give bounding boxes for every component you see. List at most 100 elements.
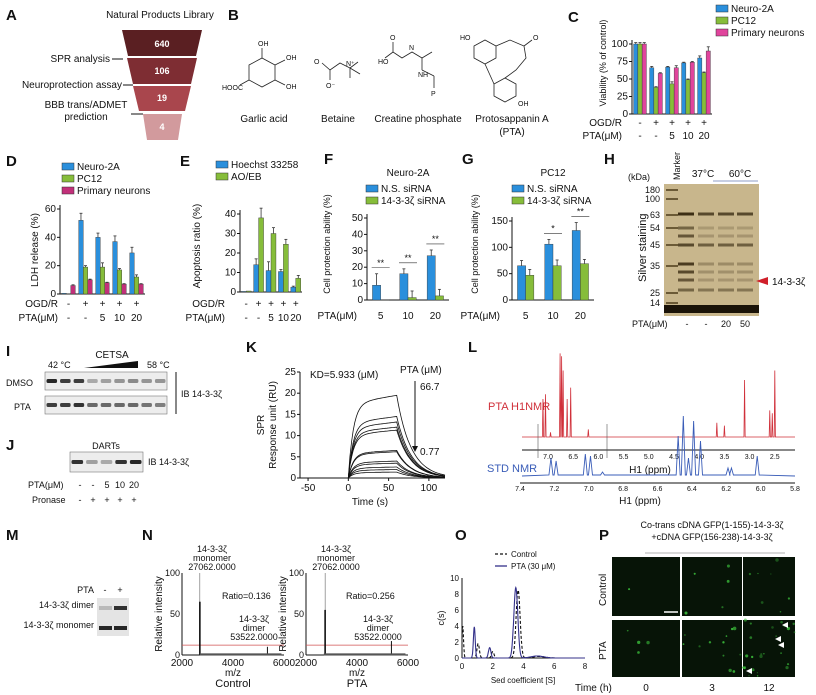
row-value: + xyxy=(685,118,691,129)
arrowhead-icon xyxy=(412,446,418,452)
row-value: - xyxy=(257,313,260,324)
y-tick-label: 4 xyxy=(455,622,460,631)
gel-band xyxy=(737,262,753,266)
bar xyxy=(104,282,110,295)
significance-mark: ** xyxy=(404,253,412,263)
pta-value: 20 xyxy=(129,480,139,490)
gfp-signal xyxy=(756,675,759,677)
bar xyxy=(407,297,417,301)
y-axis-label: Response unit (RU) xyxy=(268,381,279,469)
arrowhead-icon xyxy=(746,668,752,674)
panel-labels: A B C D E F G H I J K L M N O P xyxy=(6,7,615,544)
blot-band xyxy=(60,379,71,383)
row-value: - xyxy=(67,299,70,310)
y-axis-label: Cell protection ability (%) xyxy=(322,194,332,294)
gfp-signal xyxy=(786,663,790,666)
gfp-signal xyxy=(730,627,734,631)
kda-tick: 35 xyxy=(650,261,660,271)
y-tick-label: 0 xyxy=(622,109,628,120)
p-title-line1: Co-trans cDNA GFP(1-155)-14-3-3ζ xyxy=(640,520,783,530)
kda-tick: 63 xyxy=(650,210,660,220)
blot-band xyxy=(99,606,112,610)
legend-label: Control xyxy=(511,550,537,559)
row-label: PTA(μM) xyxy=(583,131,622,142)
monomer-annotation: 14-3-3ζ xyxy=(197,544,227,554)
dye-front-band xyxy=(664,305,759,313)
gfp-signal xyxy=(726,579,730,583)
gfp-signal xyxy=(728,668,732,673)
gfp-signal xyxy=(742,666,745,669)
atom-label: HO xyxy=(460,35,471,42)
kda-tick: 45 xyxy=(650,240,660,250)
gfp-signal xyxy=(708,641,712,644)
y-tick-label: 2 xyxy=(455,638,460,647)
row-value: 20 xyxy=(575,311,587,322)
gel-band xyxy=(678,278,694,282)
marker-band xyxy=(666,214,678,216)
x-tick-label: 0 xyxy=(460,662,465,671)
gfp-signal xyxy=(759,654,763,659)
row-value: + xyxy=(701,118,707,129)
gel-band xyxy=(737,270,753,274)
ratio-label: Ratio=0.256 xyxy=(346,591,395,601)
legend-label: N.S. siRNA xyxy=(527,184,578,195)
bar xyxy=(689,62,695,115)
bar xyxy=(633,43,639,115)
monomer-annotation: monomer xyxy=(193,553,231,563)
bar xyxy=(290,286,296,293)
y-tick-label: 5 xyxy=(290,452,296,463)
chart-title: PC12 xyxy=(540,168,565,179)
y-tick-label: 50 xyxy=(294,609,304,619)
bar xyxy=(399,273,409,301)
target-label: 14-3-3ζ xyxy=(772,277,806,288)
x-axis-label: Time (s) xyxy=(352,497,388,508)
x-tick-label: 2 xyxy=(491,662,496,671)
pta-spectrum xyxy=(522,353,795,438)
row-value: 20 xyxy=(131,313,143,324)
funnel-count-1: 640 xyxy=(154,39,169,49)
pta-value: - xyxy=(104,585,107,595)
bar xyxy=(61,293,67,295)
y-tick-label: 0 xyxy=(502,295,508,306)
pta-nmr-label: PTA H1NMR xyxy=(488,401,550,413)
panel-b-structures xyxy=(239,39,533,103)
monomer-annotation: 14-3-3ζ xyxy=(321,544,351,554)
funnel-count-2: 106 xyxy=(154,66,169,76)
bar xyxy=(649,67,655,115)
kda-tick: 54 xyxy=(650,223,660,233)
atom-label: P xyxy=(431,91,436,98)
significance-mark: ** xyxy=(432,234,440,244)
row-value: - xyxy=(245,299,248,310)
dimer-annotation: dimer xyxy=(367,623,390,633)
row-value: + xyxy=(653,118,659,129)
x-axis-label: Sed coefficient [S] xyxy=(491,676,555,685)
bar xyxy=(641,43,647,115)
atom-label: O xyxy=(390,35,396,42)
temp-60: 60°C xyxy=(729,169,751,180)
bar xyxy=(117,269,122,295)
x-tick-label: 50 xyxy=(383,483,395,494)
top-tick-label: 3.0 xyxy=(745,454,755,461)
gel-band xyxy=(718,270,734,274)
row-value: 5 xyxy=(523,311,529,322)
pta-value: 50 xyxy=(740,319,750,329)
panel-p-bifc-images: Co-trans cDNA GFP(1-155)-14-3-3ζ +cDNA G… xyxy=(575,520,796,694)
bar xyxy=(129,252,135,295)
blot-band xyxy=(127,379,139,383)
y-tick-label: 100 xyxy=(611,39,628,50)
temp-end: 58 °C xyxy=(147,360,170,370)
significance-mark: * xyxy=(551,223,555,233)
y-tick-label: 0 xyxy=(175,650,180,660)
blot-band xyxy=(87,379,98,383)
blot-band xyxy=(100,460,113,464)
gfp-signal xyxy=(792,622,795,626)
y-tick-label: 50 xyxy=(352,213,364,224)
bar xyxy=(78,220,84,295)
row-value: + xyxy=(100,299,106,310)
x-tick-label: 2000 xyxy=(171,658,194,669)
gfp-signal xyxy=(770,573,772,575)
gel-image xyxy=(664,184,759,316)
legend-label: 14-3-3ζ siRNA xyxy=(527,196,592,207)
gel-band xyxy=(698,212,714,216)
y-tick-label: 20 xyxy=(352,262,364,273)
